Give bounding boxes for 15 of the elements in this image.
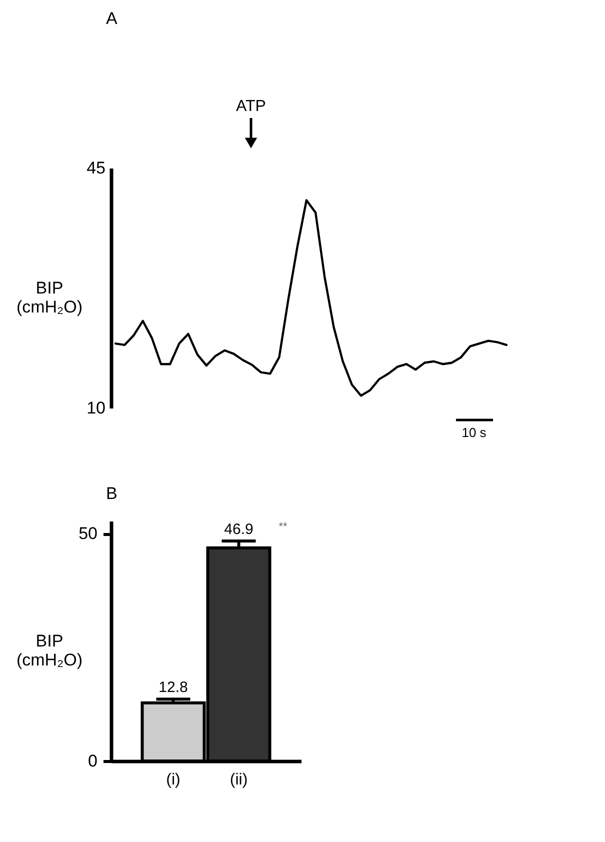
y-tick-label: 50 (78, 524, 98, 544)
data-label: 46.9 (224, 521, 254, 538)
text: 10 s (462, 425, 487, 440)
y-axis-title: BIP (cmH₂O) (16, 278, 83, 316)
chart-title: B (106, 484, 118, 503)
chart-title: A (106, 9, 118, 28)
text: ATP (236, 98, 266, 115)
annotation: ** (278, 521, 288, 533)
data-label: 12.8 (158, 679, 188, 696)
x-tick-label: (ii) (230, 772, 248, 788)
y-axis-title: BIP (cmH₂O) (16, 632, 83, 670)
x-tick-label: (i) (166, 772, 180, 788)
y-tick-label: 0 (88, 752, 98, 770)
y-tick-label: 10 (86, 398, 106, 418)
y-tick-label: 45 (86, 158, 106, 178)
